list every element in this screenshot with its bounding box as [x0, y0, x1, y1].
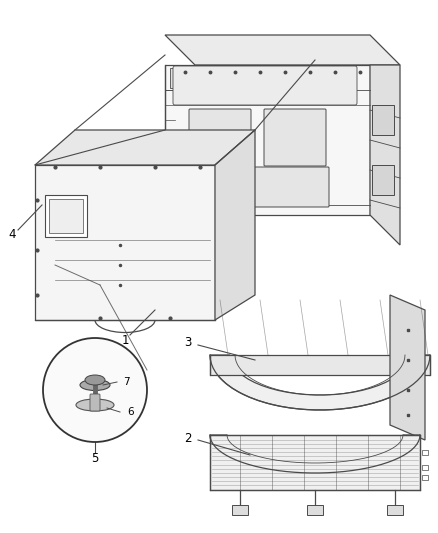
- Bar: [49, 199, 83, 233]
- Bar: [422, 450, 428, 455]
- Bar: [307, 505, 323, 515]
- Text: 4: 4: [8, 229, 16, 241]
- Text: 3: 3: [184, 335, 192, 349]
- Polygon shape: [370, 65, 400, 245]
- Bar: [372, 105, 394, 135]
- Ellipse shape: [80, 379, 110, 391]
- Polygon shape: [210, 435, 420, 490]
- Ellipse shape: [76, 399, 114, 411]
- Polygon shape: [210, 355, 430, 375]
- FancyBboxPatch shape: [264, 109, 326, 166]
- Text: 1: 1: [121, 334, 129, 346]
- Polygon shape: [390, 295, 425, 440]
- Text: 7: 7: [123, 377, 130, 387]
- Polygon shape: [35, 165, 215, 320]
- Bar: [170, 68, 200, 88]
- Polygon shape: [215, 130, 255, 320]
- Polygon shape: [165, 35, 400, 65]
- FancyBboxPatch shape: [189, 109, 251, 166]
- Bar: [232, 505, 248, 515]
- Circle shape: [43, 338, 147, 442]
- Text: 6: 6: [127, 407, 134, 417]
- FancyBboxPatch shape: [173, 66, 357, 105]
- FancyBboxPatch shape: [90, 394, 100, 411]
- Text: 2: 2: [184, 432, 192, 445]
- Bar: [372, 165, 394, 195]
- Polygon shape: [35, 130, 255, 165]
- Bar: [422, 475, 428, 480]
- FancyBboxPatch shape: [197, 167, 329, 207]
- Bar: [422, 465, 428, 470]
- Polygon shape: [210, 355, 430, 410]
- Bar: [387, 505, 403, 515]
- Polygon shape: [210, 435, 420, 473]
- Ellipse shape: [85, 375, 105, 385]
- Bar: [45, 195, 87, 237]
- Text: 5: 5: [91, 453, 99, 465]
- Polygon shape: [165, 65, 370, 215]
